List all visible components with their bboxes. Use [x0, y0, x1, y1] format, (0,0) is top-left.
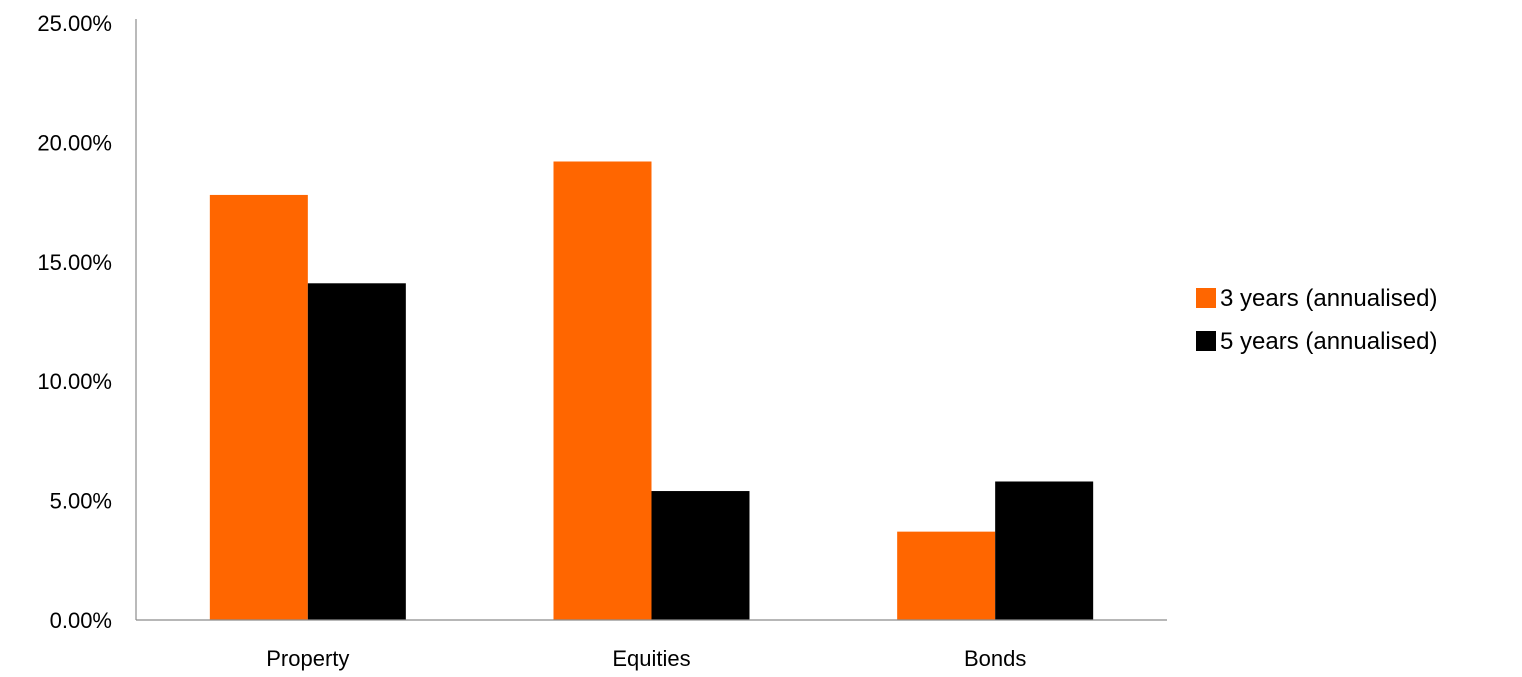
- bar-property-series-2: [308, 283, 406, 620]
- y-tick-label: 15.00%: [37, 250, 112, 275]
- legend-swatch: [1196, 288, 1216, 308]
- bar-bonds-series-1: [897, 532, 995, 620]
- x-tick-label: Equities: [612, 646, 690, 671]
- bar-bonds-series-2: [995, 481, 1093, 620]
- x-axis-ticks: Property Equities Bonds: [266, 646, 1026, 671]
- y-tick-label: 25.00%: [37, 11, 112, 36]
- legend-label: 3 years (annualised): [1220, 285, 1437, 312]
- bars: [210, 162, 1093, 620]
- y-tick-label: 20.00%: [37, 130, 112, 155]
- y-tick-label: 5.00%: [50, 489, 112, 514]
- x-tick-label: Property: [266, 646, 349, 671]
- x-tick-label: Bonds: [964, 646, 1026, 671]
- y-tick-label: 0.00%: [50, 608, 112, 633]
- bar-equities-series-1: [554, 162, 652, 620]
- bar-equities-series-2: [652, 491, 750, 620]
- y-axis-ticks: 0.00% 5.00% 10.00% 15.00% 20.00% 25.00%: [37, 11, 112, 633]
- legend-swatch: [1196, 331, 1216, 351]
- legend-label: 5 years (annualised): [1220, 328, 1437, 355]
- y-tick-label: 10.00%: [37, 369, 112, 394]
- legend: 3 years (annualised) 5 years (annualised): [1196, 285, 1437, 355]
- bar-property-series-1: [210, 195, 308, 620]
